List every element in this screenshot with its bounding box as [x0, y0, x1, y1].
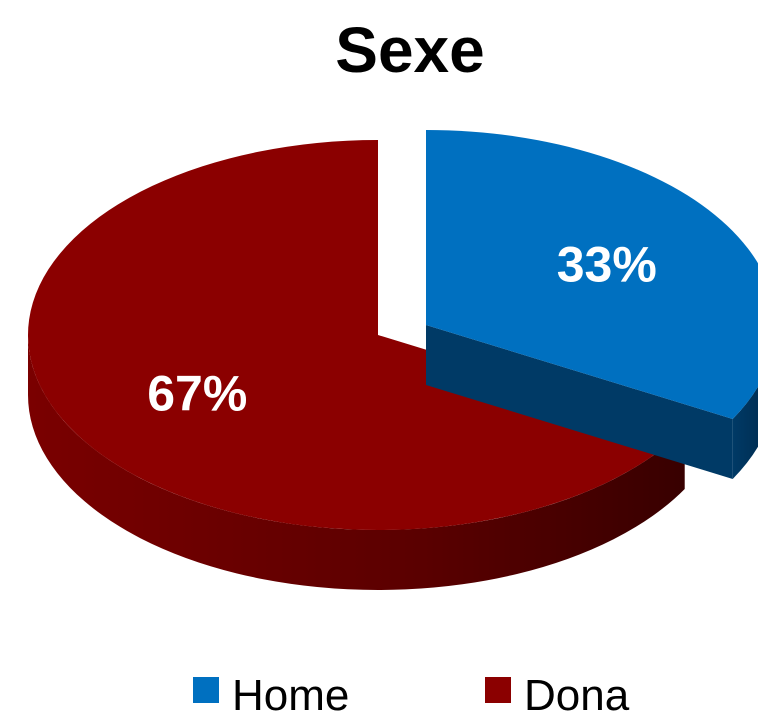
pie-slice-dona-top: [28, 139, 685, 530]
pie-slice-dona: [28, 139, 685, 590]
legend-swatch-home: [193, 677, 219, 703]
chart-title: Sexe: [335, 14, 484, 86]
legend-label-home: Home: [232, 671, 349, 714]
pie-slice-home: [426, 130, 758, 479]
data-labels: 33% 67%: [147, 236, 657, 421]
pie-slice-dona-side: [28, 335, 685, 590]
legend: Home Dona: [193, 671, 630, 714]
pie-slices: [28, 130, 758, 590]
data-label-home: 33%: [557, 236, 657, 292]
pie-slice-home-top: [426, 130, 758, 419]
pie-slice-home-side: [732, 386, 758, 479]
legend-label-dona: Dona: [524, 671, 630, 714]
data-label-dona: 67%: [147, 366, 247, 422]
legend-swatch-dona: [485, 677, 511, 703]
pie-slice-home-cut: [426, 325, 733, 479]
